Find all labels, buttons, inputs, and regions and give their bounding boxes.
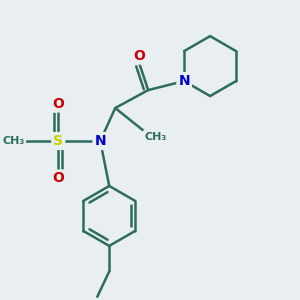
Text: CH₃: CH₃ — [2, 136, 25, 146]
Text: S: S — [53, 134, 63, 148]
Text: N: N — [94, 134, 106, 148]
Text: O: O — [133, 49, 145, 63]
Text: O: O — [52, 172, 64, 185]
Text: N: N — [178, 74, 190, 88]
Text: O: O — [52, 97, 64, 111]
Text: CH₃: CH₃ — [145, 131, 167, 142]
